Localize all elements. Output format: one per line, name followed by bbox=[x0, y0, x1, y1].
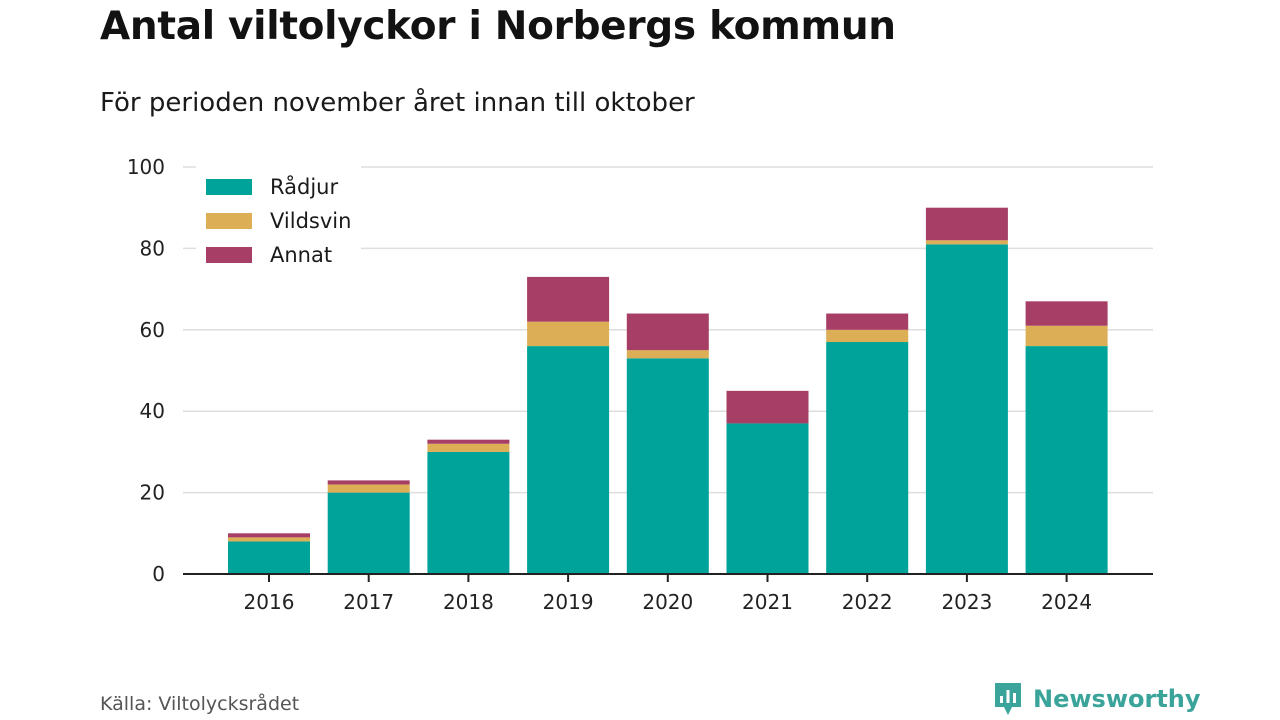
x-tick-label: 2024 bbox=[1041, 590, 1092, 614]
x-tick-label: 2022 bbox=[842, 590, 893, 614]
bar-segment-2016-vildsvin bbox=[228, 537, 310, 542]
brand-name: Newsworthy bbox=[1033, 685, 1201, 713]
legend-item-radjur: Rådjur bbox=[206, 170, 351, 204]
bar-segment-2023-annat bbox=[925, 207, 1008, 241]
x-tick-label: 2018 bbox=[443, 590, 494, 614]
bar-segment-2023-rådjur bbox=[925, 244, 1008, 574]
x-tick-label: 2019 bbox=[543, 590, 594, 614]
bar-segment-2020-vildsvin bbox=[626, 350, 709, 359]
x-tick-label: 2021 bbox=[742, 590, 793, 614]
source-note: Källa: Viltolycksrådet bbox=[100, 693, 300, 715]
bar-segment-2016-annat bbox=[228, 533, 310, 538]
legend-item-vildsvin: Vildsvin bbox=[206, 204, 351, 238]
bar-segment-2023-vildsvin bbox=[925, 240, 1008, 245]
x-tick-label: 2020 bbox=[642, 590, 693, 614]
chart-subtitle: För perioden november året innan till ok… bbox=[100, 88, 695, 118]
y-tick-label: 40 bbox=[140, 399, 165, 423]
bar-segment-2024-rådjur bbox=[1025, 346, 1108, 574]
bar-segment-2024-vildsvin bbox=[1025, 325, 1108, 347]
x-tick-label: 2016 bbox=[244, 590, 295, 614]
bar-segment-2016-rådjur bbox=[228, 541, 310, 574]
bar-segment-2017-vildsvin bbox=[327, 484, 410, 493]
bar-segment-2019-rådjur bbox=[527, 346, 610, 574]
y-tick-label: 20 bbox=[140, 481, 165, 505]
bar-segment-2019-annat bbox=[527, 276, 610, 322]
y-tick-label: 100 bbox=[127, 155, 165, 179]
brand-logo-link[interactable]: Newsworthy bbox=[993, 682, 1201, 716]
bar-segment-2022-vildsvin bbox=[826, 329, 909, 343]
bar-segment-2021-rådjur bbox=[726, 423, 809, 574]
newsworthy-logo-icon bbox=[995, 683, 1021, 715]
bar-segment-2021-annat bbox=[726, 390, 809, 424]
y-tick-label: 60 bbox=[140, 318, 165, 342]
x-tick-label: 2017 bbox=[343, 590, 394, 614]
bar-segment-2018-annat bbox=[427, 439, 510, 444]
y-axis-ticks: 0 20 40 60 80 100 bbox=[127, 155, 165, 586]
bar-segment-2022-rådjur bbox=[826, 342, 909, 574]
legend-swatch-annat bbox=[206, 247, 252, 263]
y-tick-label: 80 bbox=[140, 236, 165, 260]
legend-swatch-radjur bbox=[206, 179, 252, 195]
legend-label-vildsvin: Vildsvin bbox=[270, 209, 352, 233]
legend-label-radjur: Rådjur bbox=[270, 175, 339, 199]
bar-segment-2018-vildsvin bbox=[427, 443, 510, 452]
legend-swatch-vildsvin bbox=[206, 213, 252, 229]
bar-segment-2022-annat bbox=[826, 313, 909, 330]
chart-title: Antal viltolyckor i Norbergs kommun bbox=[100, 4, 896, 49]
legend: Rådjur Vildsvin Annat bbox=[196, 166, 362, 276]
bar-segment-2024-annat bbox=[1025, 301, 1108, 326]
bar-segment-2017-annat bbox=[327, 480, 410, 485]
bars bbox=[228, 207, 1108, 574]
legend-label-annat: Annat bbox=[270, 243, 333, 267]
legend-item-annat: Annat bbox=[206, 238, 351, 272]
bar-segment-2020-rådjur bbox=[626, 358, 709, 574]
x-tick-label: 2023 bbox=[941, 590, 992, 614]
x-axis-ticks: 2016 2017 2018 2019 2020 2021 2022 2023 2024 bbox=[244, 574, 1092, 614]
bar-segment-2020-annat bbox=[626, 313, 709, 351]
bar-segment-2019-vildsvin bbox=[527, 321, 610, 347]
bar-segment-2018-rådjur bbox=[427, 451, 510, 574]
y-tick-label: 0 bbox=[152, 562, 165, 586]
bar-segment-2017-rådjur bbox=[327, 492, 410, 574]
